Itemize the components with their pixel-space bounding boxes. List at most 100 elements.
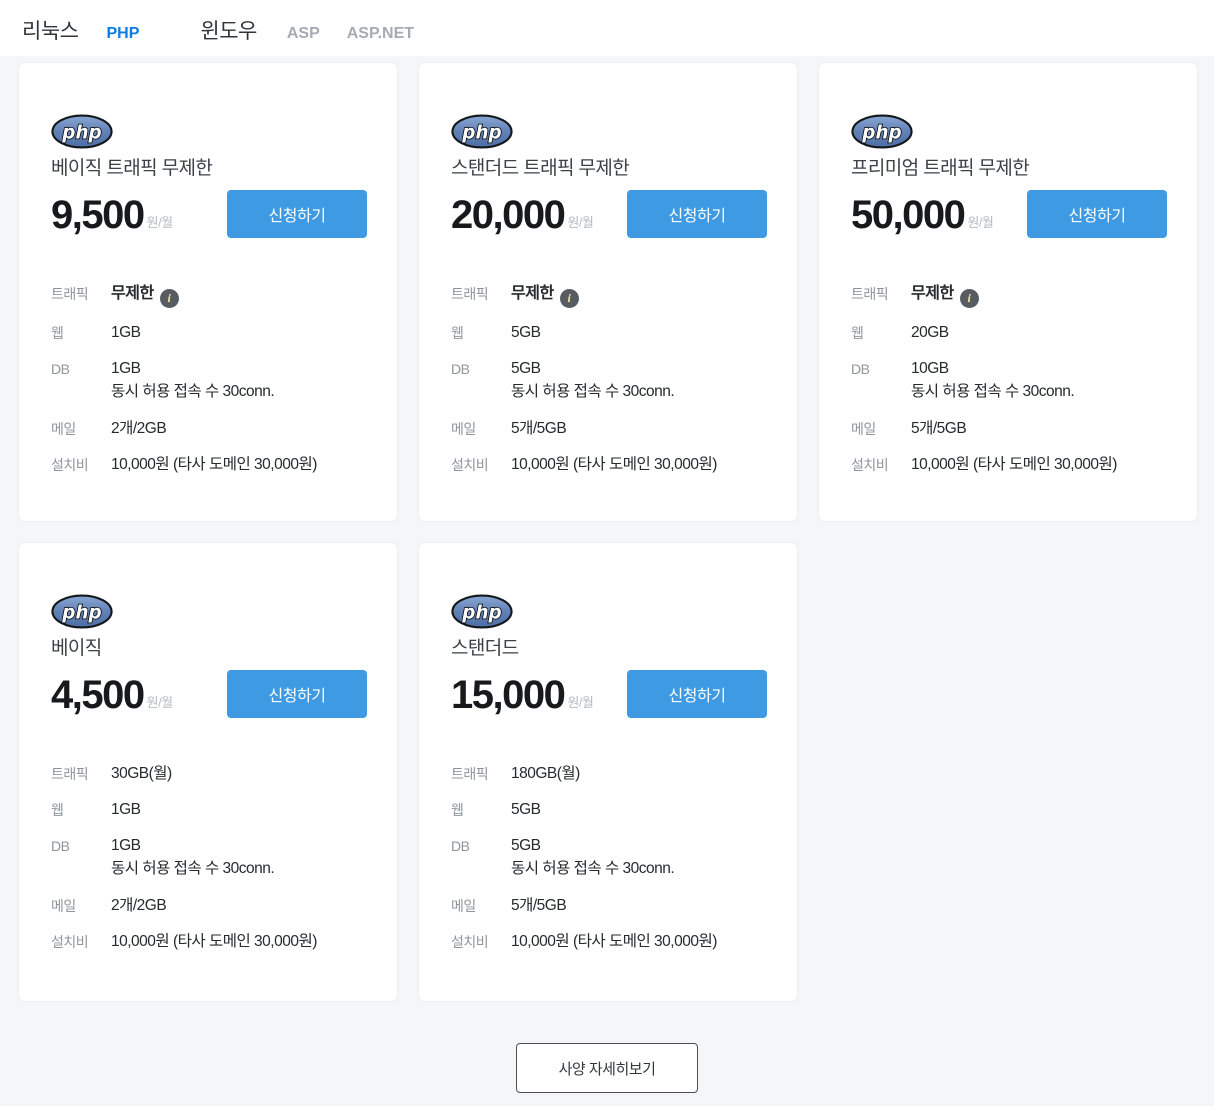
spec-row: 메일 5개/5GB	[451, 418, 767, 440]
spec-label: 웹	[51, 802, 64, 818]
tab-aspnet[interactable]: ASP.NET	[346, 25, 415, 42]
spec-value-group: 무제한 i	[911, 283, 979, 308]
apply-button[interactable]: 신청하기	[227, 190, 367, 238]
spec-value: 5개/5GB	[911, 420, 967, 437]
spec-row: 설치비 10,000원 (타사 도메인 30,000원)	[51, 931, 367, 953]
spec-value-group: 10GB 동시 허용 접속 수 30conn.	[911, 358, 1075, 404]
spec-value: 5개/5GB	[511, 420, 567, 437]
spec-row: 메일 2개/2GB	[51, 418, 367, 440]
spec-label: 트래픽	[51, 766, 89, 782]
spec-value: 1GB	[111, 801, 141, 818]
spec-row: DB 1GB 동시 허용 접속 수 30conn.	[51, 358, 367, 404]
spec-value-group: 10,000원 (타사 도메인 30,000원)	[511, 931, 717, 953]
plan-card: php 프리미엄 트래픽 무제한 50,000 원/월 신청하기 트래픽 무제한…	[818, 62, 1198, 522]
spec-label: 트래픽	[451, 766, 489, 782]
price-row: 9,500 원/월 신청하기	[51, 190, 367, 238]
spec-label: 메일	[451, 898, 476, 914]
spec-value: 180GB(월)	[511, 765, 580, 782]
plan-price: 50,000	[851, 193, 966, 237]
php-logo-icon: php	[451, 114, 513, 149]
spec-list: 트래픽 30GB(월) 웹 1GB DB 1GB 동시 허용 접속 수 30co…	[51, 763, 367, 953]
price-row: 20,000 원/월 신청하기	[451, 190, 767, 238]
tab-asp[interactable]: ASP	[286, 25, 320, 42]
spec-value-group: 5GB	[511, 799, 541, 821]
info-icon[interactable]: i	[559, 289, 579, 308]
hosting-type-tabs: 리눅스 PHP 윈도우 ASP ASP.NET	[0, 0, 1214, 56]
spec-value-group: 5개/5GB	[511, 895, 567, 917]
spec-label: 웹	[451, 802, 464, 818]
price-row: 4,500 원/월 신청하기	[51, 670, 367, 718]
spec-label: 설치비	[51, 457, 89, 473]
spec-subvalue: 동시 허용 접속 수 30conn.	[111, 860, 275, 877]
spec-row: 웹 5GB	[451, 799, 767, 821]
apply-button[interactable]: 신청하기	[627, 190, 767, 238]
spec-value-group: 1GB 동시 허용 접속 수 30conn.	[111, 358, 275, 404]
price-row: 50,000 원/월 신청하기	[851, 190, 1167, 238]
plan-card: php 베이직 4,500 원/월 신청하기 트래픽 30GB(월) 웹 1GB…	[18, 542, 398, 1002]
spec-value: 30GB(월)	[111, 765, 172, 782]
spec-subvalue: 동시 허용 접속 수 30conn.	[511, 860, 675, 877]
price-unit-label: 원/월	[146, 695, 174, 710]
spec-row: 설치비 10,000원 (타사 도메인 30,000원)	[851, 454, 1167, 476]
spec-subvalue: 동시 허용 접속 수 30conn.	[111, 383, 275, 400]
apply-button[interactable]: 신청하기	[1027, 190, 1167, 238]
info-icon[interactable]: i	[159, 289, 179, 308]
spec-row: 메일 5개/5GB	[851, 418, 1167, 440]
spec-row: 설치비 10,000원 (타사 도메인 30,000원)	[51, 454, 367, 476]
spec-label: 웹	[451, 325, 464, 341]
svg-text:php: php	[461, 602, 501, 623]
spec-value-group: 10,000원 (타사 도메인 30,000원)	[111, 454, 317, 476]
spec-label: DB	[51, 361, 70, 377]
price-unit-label: 원/월	[967, 215, 994, 230]
spec-row: 설치비 10,000원 (타사 도메인 30,000원)	[451, 454, 767, 476]
spec-list: 트래픽 무제한 i 웹 1GB DB 1GB 동시 허용 접속 수 30conn.…	[51, 283, 367, 476]
spec-value: 2개/2GB	[111, 897, 167, 914]
info-icon[interactable]: i	[959, 289, 979, 308]
spec-value: 1GB	[111, 324, 141, 341]
spec-row: 웹 5GB	[451, 322, 767, 344]
tab-windows[interactable]: 윈도우	[200, 20, 257, 43]
spec-subvalue: 동시 허용 접속 수 30conn.	[511, 383, 675, 400]
plan-title: 스탠더드 트래픽 무제한	[451, 158, 630, 179]
spec-row: 설치비 10,000원 (타사 도메인 30,000원)	[451, 931, 767, 953]
spec-label: 트래픽	[851, 286, 889, 302]
spec-list: 트래픽 180GB(월) 웹 5GB DB 5GB 동시 허용 접속 수 30c…	[451, 763, 767, 953]
spec-value: 10,000원 (타사 도메인 30,000원)	[111, 933, 317, 950]
spec-value-group: 무제한 i	[111, 283, 179, 308]
spec-value-group: 5개/5GB	[511, 418, 567, 440]
plan-card: php 스탠더드 트래픽 무제한 20,000 원/월 신청하기 트래픽 무제한…	[418, 62, 798, 522]
apply-button[interactable]: 신청하기	[227, 670, 367, 718]
spec-value-group: 5개/5GB	[911, 418, 967, 440]
price-unit-label: 원/월	[567, 215, 594, 230]
spec-value: 무제한	[911, 285, 954, 302]
tab-php[interactable]: PHP	[106, 25, 140, 42]
spec-label: 메일	[851, 421, 876, 437]
spec-value: 1GB	[111, 360, 141, 377]
spec-row: 웹 20GB	[851, 322, 1167, 344]
php-logo-icon: php	[851, 114, 913, 149]
php-logo-icon: php	[51, 114, 113, 149]
spec-value-group: 무제한 i	[511, 283, 579, 308]
spec-row: 트래픽 180GB(월)	[451, 763, 767, 785]
spec-label: 웹	[51, 325, 64, 341]
spec-value: 1GB	[111, 837, 141, 854]
spec-label: DB	[851, 361, 870, 377]
plan-title: 스탠더드	[451, 638, 519, 659]
price-unit-label: 원/월	[146, 215, 174, 230]
svg-text:php: php	[61, 602, 101, 623]
spec-row: DB 10GB 동시 허용 접속 수 30conn.	[851, 358, 1167, 404]
spec-value: 5개/5GB	[511, 897, 567, 914]
spec-list: 트래픽 무제한 i 웹 20GB DB 10GB 동시 허용 접속 수 30con…	[851, 283, 1167, 476]
spec-list: 트래픽 무제한 i 웹 5GB DB 5GB 동시 허용 접속 수 30conn.…	[451, 283, 767, 476]
tab-linux[interactable]: 리눅스	[22, 20, 79, 43]
spec-value: 무제한	[511, 285, 554, 302]
spec-label: DB	[451, 361, 470, 377]
plan-card: php 스탠더드 15,000 원/월 신청하기 트래픽 180GB(월) 웹 …	[418, 542, 798, 1002]
spec-value: 10,000원 (타사 도메인 30,000원)	[111, 456, 317, 473]
price-unit-label: 원/월	[567, 695, 594, 710]
apply-button[interactable]: 신청하기	[627, 670, 767, 718]
spec-value-group: 1GB 동시 허용 접속 수 30conn.	[111, 835, 275, 881]
spec-detail-button[interactable]: 사양 자세히보기	[516, 1043, 698, 1093]
spec-value: 무제한	[111, 285, 154, 302]
spec-row: 메일 5개/5GB	[451, 895, 767, 917]
